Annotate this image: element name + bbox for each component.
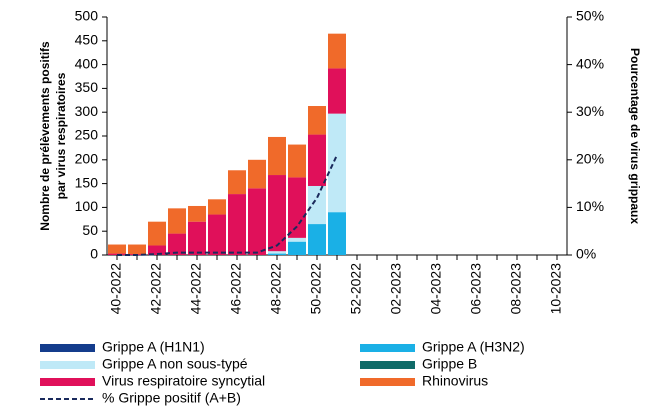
x-tick-label: 04-2023 (428, 263, 444, 315)
y2-tick-label: 50% (576, 8, 604, 24)
x-tick-label: 44-2022 (188, 263, 204, 315)
legend-label: Rhinovirus (422, 373, 488, 389)
bar-segment (208, 214, 226, 255)
bar-segment (308, 185, 326, 225)
bar-segment (268, 251, 286, 254)
y-tick-label: 200 (75, 151, 99, 167)
legend-swatch (360, 361, 415, 369)
bar-segment (248, 188, 266, 255)
legend-label: % Grippe positif (A+B) (102, 390, 241, 406)
x-tick-label: 06-2023 (468, 263, 484, 315)
legend-swatch (40, 378, 95, 386)
y2-tick-label: 20% (576, 151, 604, 167)
bar-segment (188, 205, 206, 222)
y2-tick-label: 40% (576, 55, 604, 71)
y2-tick-label: 10% (576, 198, 604, 214)
line (117, 154, 338, 256)
legend-label: Grippe A (H3N2) (422, 339, 525, 355)
bar-segment (308, 134, 326, 186)
bar-segment (328, 33, 346, 69)
bar-segment (268, 175, 286, 252)
x-tick-label: 50-2022 (308, 263, 324, 315)
x-tick-label: 40-2022 (108, 263, 124, 315)
legend-label: Grippe A (H1N1) (102, 339, 205, 355)
y-tick-label: 400 (75, 55, 99, 71)
y2-axis-label: Pourcentage de virus grippaux (628, 48, 642, 224)
legend-label: Grippe B (422, 356, 477, 372)
bar-segment (328, 68, 346, 114)
y-axis-label: par virus respiratoires (54, 72, 68, 199)
bar-segment (328, 212, 346, 255)
bar-segment (288, 177, 306, 238)
bar-segment (268, 253, 286, 255)
bar-segment (228, 194, 246, 255)
bar-segment (188, 221, 206, 255)
legend-swatch (360, 344, 415, 352)
y2-tick-label: 0% (576, 246, 596, 262)
y-tick-label: 450 (75, 32, 99, 48)
bar-segment (148, 245, 166, 255)
x-tick-label: 10-2023 (548, 263, 564, 315)
y-axis-label: Nombre de prélèvements positifs (38, 41, 52, 231)
y-tick-label: 350 (75, 79, 99, 95)
x-tick-label: 42-2022 (148, 263, 164, 315)
bar-segment (288, 237, 306, 242)
legend-swatch (40, 344, 95, 352)
bar-segment (148, 221, 166, 246)
y-tick-label: 250 (75, 127, 99, 143)
x-tick-label: 02-2023 (388, 263, 404, 315)
legend-label: Grippe A non sous-typé (102, 356, 248, 372)
bar-segment (268, 136, 286, 176)
legend-label: Virus respiratoire syncytial (102, 373, 265, 389)
bar-segment (248, 159, 266, 189)
x-tick-label: 52-2022 (348, 263, 364, 315)
y-tick-label: 300 (75, 103, 99, 119)
y-tick-label: 50 (82, 222, 98, 238)
y-tick-label: 0 (90, 246, 98, 262)
bar-segment (288, 144, 306, 178)
bar-segment (208, 199, 226, 215)
y-tick-label: 100 (75, 198, 99, 214)
legend-swatch (40, 361, 95, 369)
bar-segment (128, 244, 146, 255)
bar-segment (308, 106, 326, 135)
y-tick-label: 150 (75, 174, 99, 190)
y2-tick-label: 30% (576, 103, 604, 119)
legend-swatch (360, 378, 415, 386)
bar-segment (108, 244, 126, 254)
y-tick-label: 500 (75, 8, 99, 24)
bar-segment (308, 224, 326, 255)
bar-segment (168, 233, 186, 255)
x-tick-label: 46-2022 (228, 263, 244, 315)
bar-segment (168, 208, 186, 234)
bar-segment (228, 170, 246, 195)
bar-segment (328, 113, 346, 213)
bar-segment (288, 241, 306, 255)
x-tick-label: 48-2022 (268, 263, 284, 315)
x-tick-label: 08-2023 (508, 263, 524, 315)
